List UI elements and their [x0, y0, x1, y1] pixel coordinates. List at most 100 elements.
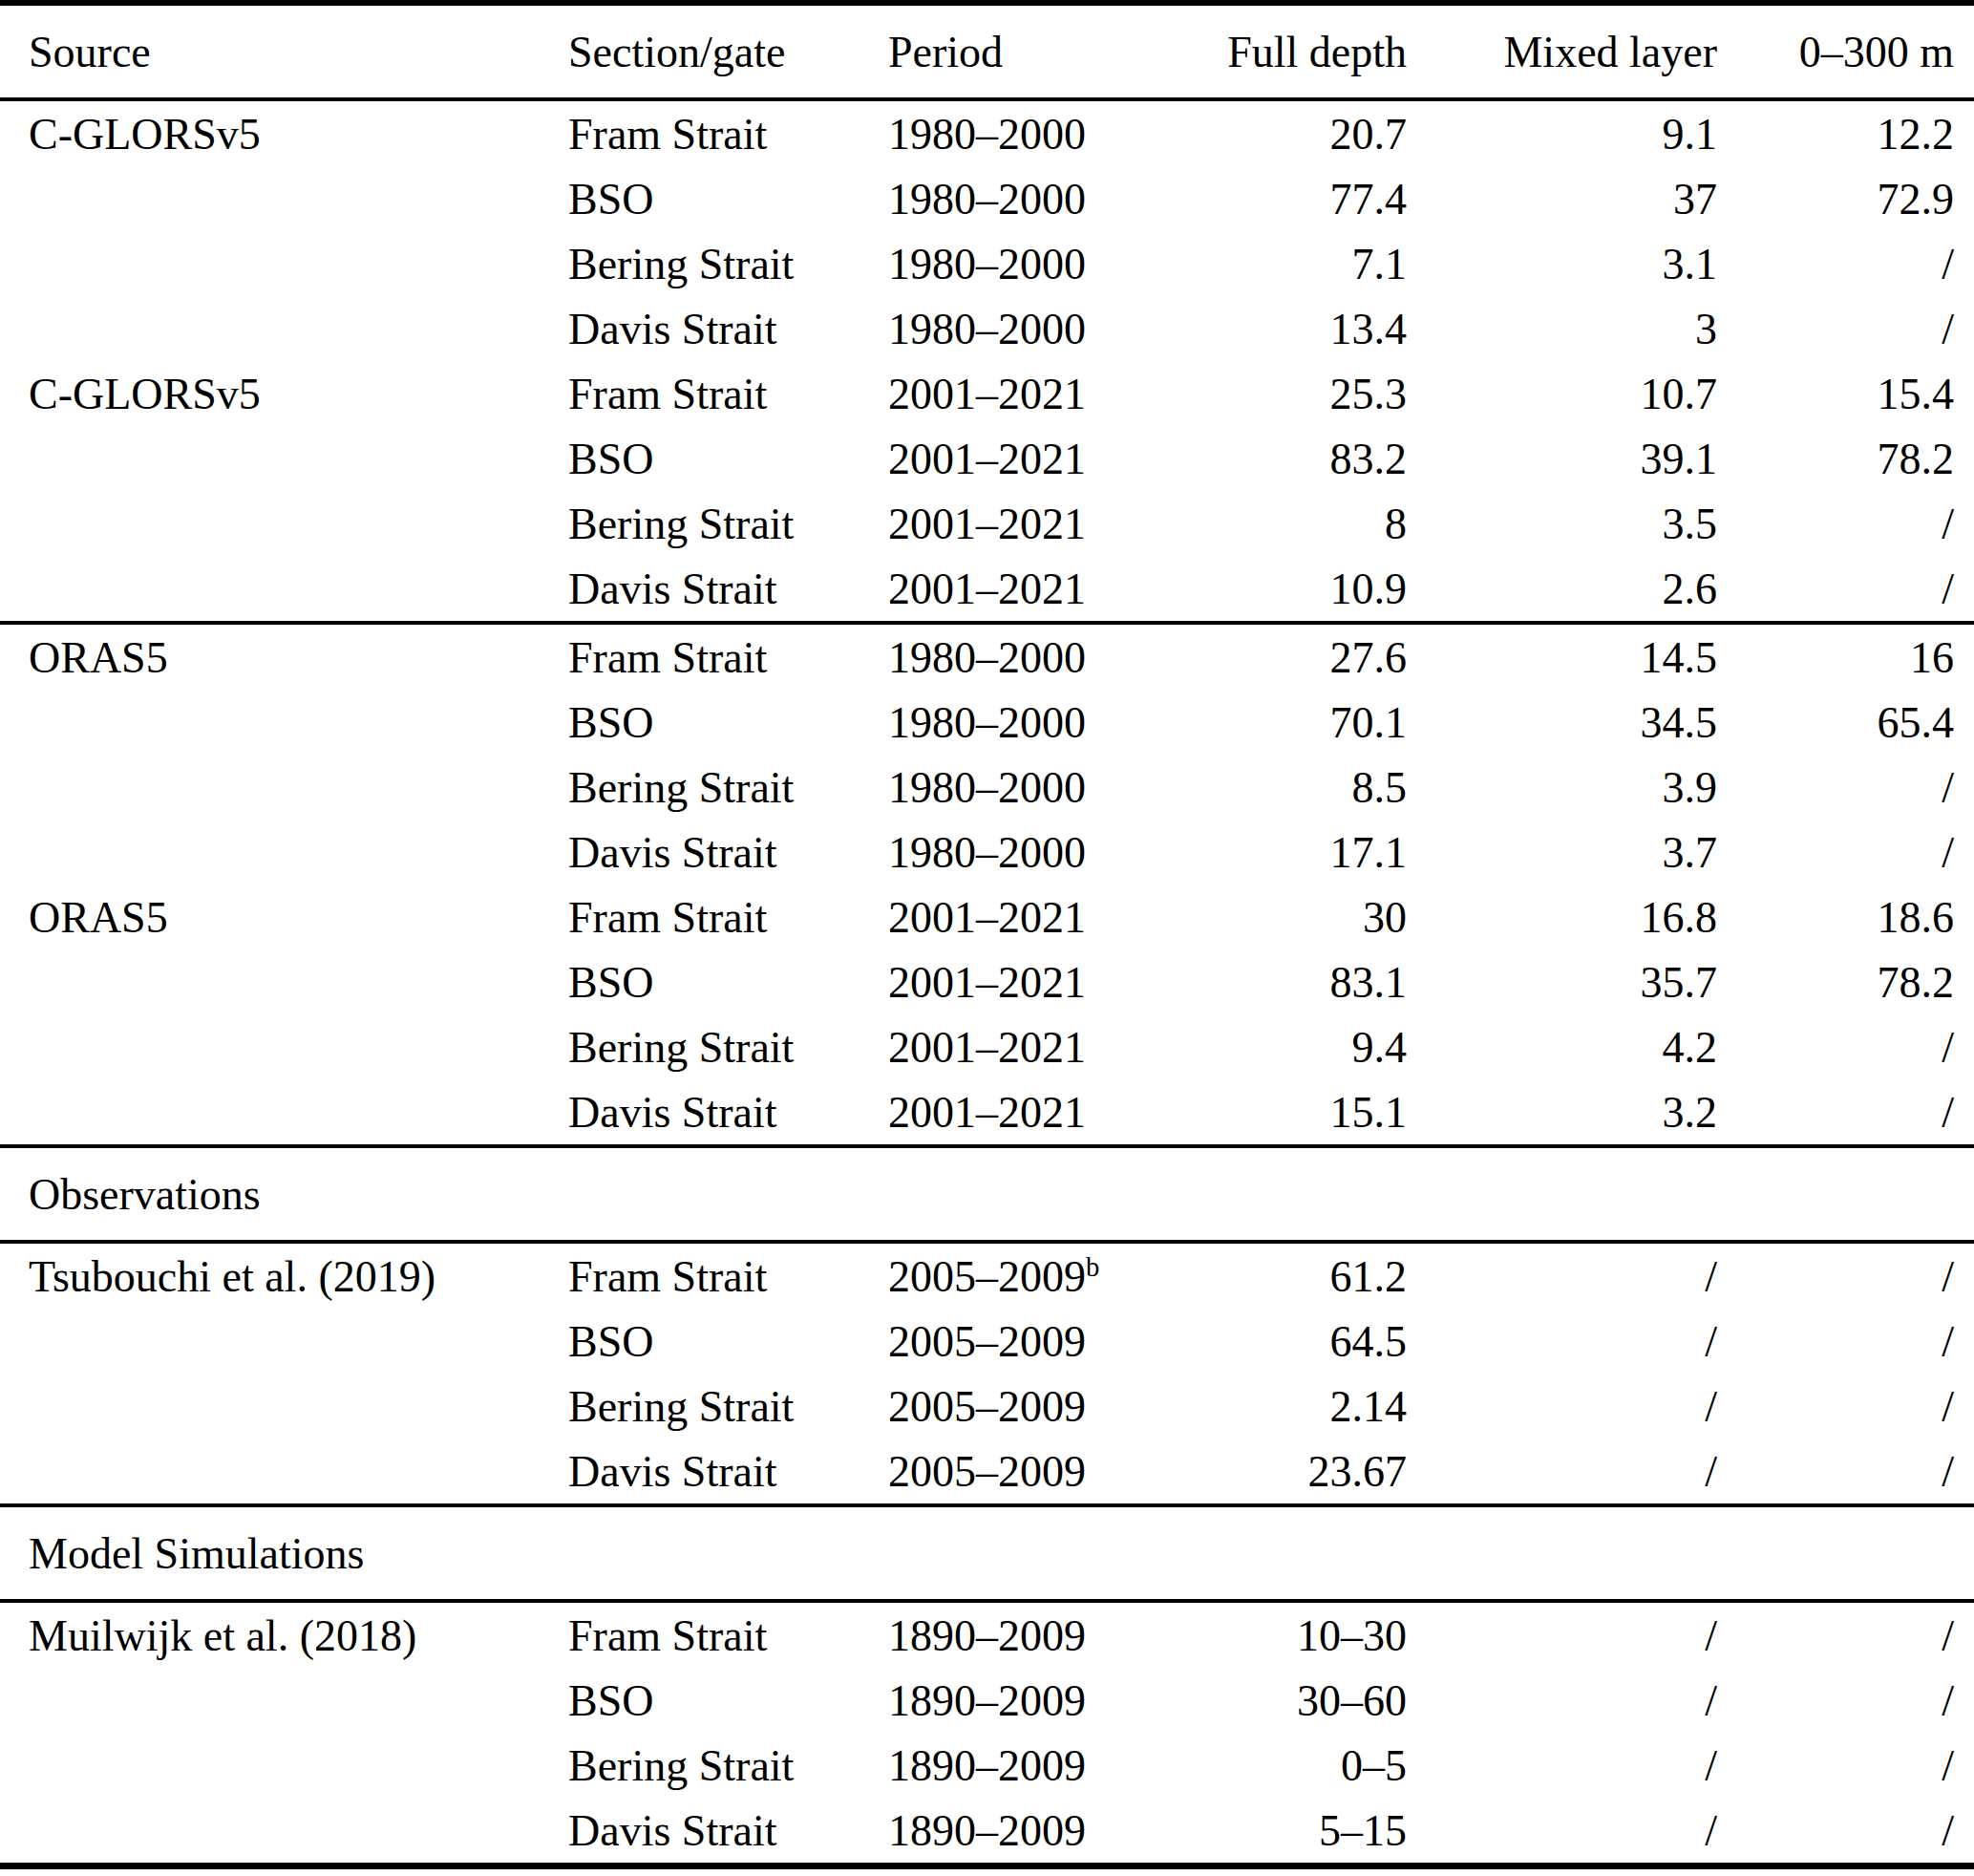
- cell-mixed-layer: 9.1: [1407, 99, 1717, 166]
- cell-0-300m: 12.2: [1717, 99, 1974, 166]
- cell-full-depth: 5–15: [1203, 1798, 1407, 1866]
- cell-period: 2001–2021: [888, 491, 1203, 556]
- table-row: Davis Strait 1980–2000 17.1 3.7 /: [0, 820, 1974, 885]
- cell-0-300m: 78.2: [1717, 949, 1974, 1014]
- cell-period: 1980–2000: [888, 296, 1203, 361]
- cell-period: 1980–2000: [888, 99, 1203, 166]
- cell-0-300m: 18.6: [1717, 885, 1974, 949]
- cell-section: Bering Strait: [568, 1374, 888, 1439]
- cell-section: BSO: [568, 166, 888, 231]
- cell-source: [0, 949, 568, 1014]
- column-header-source: Source: [0, 3, 568, 99]
- cell-full-depth: 15.1: [1203, 1079, 1407, 1146]
- cell-section: BSO: [568, 1309, 888, 1374]
- table-row: BSO 1890–2009 30–60 / /: [0, 1668, 1974, 1733]
- cell-section: Davis Strait: [568, 820, 888, 885]
- cell-0-300m: /: [1717, 296, 1974, 361]
- cell-0-300m: /: [1717, 1668, 1974, 1733]
- cell-mixed-layer: 3.5: [1407, 491, 1717, 556]
- cell-mixed-layer: 3: [1407, 296, 1717, 361]
- group-cglorsv5: C-GLORSv5 Fram Strait 1980–2000 20.7 9.1…: [0, 99, 1974, 623]
- cell-full-depth: 8: [1203, 491, 1407, 556]
- group-muilwijk: Muilwijk et al. (2018) Fram Strait 1890–…: [0, 1601, 1974, 1866]
- table-row: Davis Strait 1980–2000 13.4 3 /: [0, 296, 1974, 361]
- cell-0-300m: /: [1717, 231, 1974, 296]
- cell-section: BSO: [568, 690, 888, 755]
- cell-mixed-layer: 35.7: [1407, 949, 1717, 1014]
- cell-full-depth: 2.14: [1203, 1374, 1407, 1439]
- cell-source: [0, 556, 568, 623]
- table-row: ORAS5 Fram Strait 1980–2000 27.6 14.5 16: [0, 623, 1974, 690]
- cell-mixed-layer: 3.2: [1407, 1079, 1717, 1146]
- cell-section: Bering Strait: [568, 231, 888, 296]
- cell-period: 1890–2009: [888, 1733, 1203, 1798]
- cell-source: [0, 1079, 568, 1146]
- cell-section: Fram Strait: [568, 885, 888, 949]
- header-row: Source Section/gate Period Full depth Mi…: [0, 3, 1974, 99]
- table-row: ORAS5 Fram Strait 2001–2021 30 16.8 18.6: [0, 885, 1974, 949]
- section-observations: Observations: [0, 1146, 1974, 1242]
- column-header-section-gate: Section/gate: [568, 3, 888, 99]
- cell-full-depth: 83.2: [1203, 426, 1407, 491]
- table-row: Bering Strait 1980–2000 8.5 3.9 /: [0, 755, 1974, 820]
- table-row: Bering Strait 2001–2021 8 3.5 /: [0, 491, 1974, 556]
- cell-source: [0, 1309, 568, 1374]
- column-header-0-300m: 0–300 m: [1717, 3, 1974, 99]
- cell-full-depth: 70.1: [1203, 690, 1407, 755]
- cell-full-depth: 20.7: [1203, 99, 1407, 166]
- cell-period: 2005–2009: [888, 1309, 1203, 1374]
- cell-period: 1980–2000: [888, 820, 1203, 885]
- cell-section: Fram Strait: [568, 361, 888, 426]
- cell-source: [0, 755, 568, 820]
- cell-mixed-layer: 14.5: [1407, 623, 1717, 690]
- cell-period: 2001–2021: [888, 556, 1203, 623]
- table-row: Tsubouchi et al. (2019) Fram Strait 2005…: [0, 1242, 1974, 1309]
- column-header-mixed-layer: Mixed layer: [1407, 3, 1717, 99]
- period-footnote-marker: b: [1086, 1251, 1099, 1281]
- table-row: Davis Strait 2005–2009 23.67 / /: [0, 1439, 1974, 1505]
- cell-full-depth: 83.1: [1203, 949, 1407, 1014]
- cell-0-300m: /: [1717, 1733, 1974, 1798]
- cell-source: [0, 426, 568, 491]
- cell-0-300m: /: [1717, 1014, 1974, 1079]
- cell-full-depth: 10–30: [1203, 1601, 1407, 1668]
- column-header-full-depth: Full depth: [1203, 3, 1407, 99]
- table-row: Bering Strait 2001–2021 9.4 4.2 /: [0, 1014, 1974, 1079]
- cell-source: [0, 1374, 568, 1439]
- table-row: BSO 2005–2009 64.5 / /: [0, 1309, 1974, 1374]
- cell-section: Bering Strait: [568, 1014, 888, 1079]
- cell-section: Davis Strait: [568, 556, 888, 623]
- table-row: C-GLORSv5 Fram Strait 2001–2021 25.3 10.…: [0, 361, 1974, 426]
- cell-full-depth: 23.67: [1203, 1439, 1407, 1505]
- cell-0-300m: /: [1717, 1079, 1974, 1146]
- cell-section: BSO: [568, 1668, 888, 1733]
- table-row: Bering Strait 1980–2000 7.1 3.1 /: [0, 231, 1974, 296]
- table-header: Source Section/gate Period Full depth Mi…: [0, 3, 1974, 99]
- cell-section: BSO: [568, 949, 888, 1014]
- cell-mixed-layer: /: [1407, 1439, 1717, 1505]
- cell-full-depth: 27.6: [1203, 623, 1407, 690]
- cell-full-depth: 77.4: [1203, 166, 1407, 231]
- cell-period: 1980–2000: [888, 623, 1203, 690]
- cell-0-300m: 65.4: [1717, 690, 1974, 755]
- cell-full-depth: 17.1: [1203, 820, 1407, 885]
- cell-mixed-layer: /: [1407, 1601, 1717, 1668]
- cell-period: 1980–2000: [888, 166, 1203, 231]
- cell-period: 2001–2021: [888, 361, 1203, 426]
- cell-source: C-GLORSv5: [0, 361, 568, 426]
- section-header-observations: Observations: [0, 1146, 1974, 1242]
- cell-source: [0, 1733, 568, 1798]
- cell-full-depth: 8.5: [1203, 755, 1407, 820]
- cell-section: Bering Strait: [568, 755, 888, 820]
- cell-mixed-layer: 37: [1407, 166, 1717, 231]
- cell-period: 2001–2021: [888, 1079, 1203, 1146]
- section-model-simulations: Model Simulations: [0, 1505, 1974, 1601]
- table-row: Bering Strait 2005–2009 2.14 / /: [0, 1374, 1974, 1439]
- cell-mixed-layer: 10.7: [1407, 361, 1717, 426]
- cell-period: 1890–2009: [888, 1668, 1203, 1733]
- cell-source: [0, 231, 568, 296]
- cell-0-300m: /: [1717, 755, 1974, 820]
- cell-source: [0, 491, 568, 556]
- cell-source: [0, 1668, 568, 1733]
- cell-section: Bering Strait: [568, 1733, 888, 1798]
